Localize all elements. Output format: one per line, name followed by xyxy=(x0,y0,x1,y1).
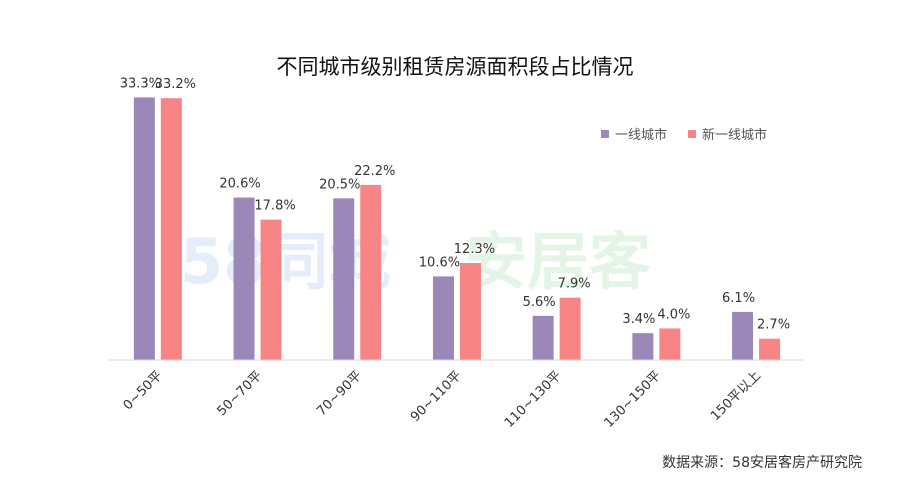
x-tick-label-6: 150平以上 xyxy=(708,368,764,424)
x-tick-label-3: 90~110平 xyxy=(408,368,465,425)
value-label-tier1-2: 20.5% xyxy=(319,177,360,192)
watermark: 58同城 安居客 xyxy=(180,225,651,298)
bar-newtier1-6 xyxy=(759,338,781,360)
value-label-tier1-1: 20.6% xyxy=(219,177,260,192)
legend: 一线城市 新一线城市 xyxy=(601,127,767,143)
bar-newtier1-2 xyxy=(360,184,382,360)
value-label-tier1-3: 10.6% xyxy=(419,255,460,270)
value-label-newtier1-5: 4.0% xyxy=(657,307,690,322)
value-label-newtier1-1: 17.8% xyxy=(254,199,295,214)
bar-tier1-5 xyxy=(632,333,654,360)
bar-tier1-1 xyxy=(233,197,255,360)
source-note: 数据来源：58安居客房产研究院 xyxy=(662,454,862,471)
value-label-tier1-0: 33.3% xyxy=(120,76,161,91)
value-label-tier1-5: 3.4% xyxy=(622,312,655,327)
watermark-right: 安居客 xyxy=(465,225,651,298)
watermark-left: 58同城 xyxy=(180,225,390,298)
x-tick-label-0: 0~50平 xyxy=(121,368,166,413)
bar-tier1-0 xyxy=(133,97,155,361)
x-tick-label-1: 50~70平 xyxy=(214,368,265,419)
bar-tier1-6 xyxy=(732,311,754,360)
value-label-newtier1-4: 7.9% xyxy=(558,277,591,292)
bar-newtier1-0 xyxy=(160,98,182,361)
bar-newtier1-4 xyxy=(559,297,581,360)
bar-newtier1-3 xyxy=(459,263,481,360)
value-label-newtier1-3: 12.3% xyxy=(454,242,495,257)
value-label-tier1-6: 6.1% xyxy=(722,291,755,306)
value-label-newtier1-0: 33.2% xyxy=(155,77,196,92)
legend-label-tier1: 一线城市 xyxy=(615,127,667,143)
bar-newtier1-1 xyxy=(260,219,282,360)
x-tick-label-5: 130~150平 xyxy=(602,368,665,431)
x-tick-label-2: 70~90平 xyxy=(314,368,365,419)
value-label-newtier1-2: 22.2% xyxy=(354,164,395,179)
value-label-newtier1-6: 2.7% xyxy=(757,318,790,333)
value-label-tier1-4: 5.6% xyxy=(523,295,556,310)
chart-title: 不同城市级别租赁房源面积段占比情况 xyxy=(277,55,634,79)
bar-newtier1-5 xyxy=(659,328,681,360)
legend-label-newtier1: 新一线城市 xyxy=(702,127,767,143)
bar-tier1-3 xyxy=(432,276,454,360)
bar-tier1-2 xyxy=(333,198,355,360)
legend-swatch-tier1 xyxy=(601,130,609,138)
x-tick-label-4: 110~130平 xyxy=(502,368,565,431)
legend-swatch-newtier1 xyxy=(688,130,696,138)
bar-tier1-4 xyxy=(532,315,554,360)
